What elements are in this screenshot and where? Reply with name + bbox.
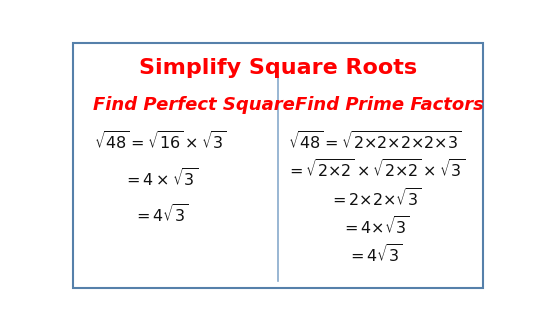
- Text: $= 4{\times}\sqrt{3}$: $= 4{\times}\sqrt{3}$: [340, 216, 409, 238]
- Text: $= 4 \times \sqrt{3}$: $= 4 \times \sqrt{3}$: [123, 168, 198, 190]
- Text: Find Prime Factors: Find Prime Factors: [295, 96, 484, 114]
- Text: Simplify Square Roots: Simplify Square Roots: [139, 58, 418, 78]
- Text: $= 2{\times}2{\times}\sqrt{3}$: $= 2{\times}2{\times}\sqrt{3}$: [329, 188, 421, 210]
- Text: $= 4\sqrt{3}$: $= 4\sqrt{3}$: [348, 244, 403, 266]
- Text: $= \sqrt{2{\times}2} \times \sqrt{2{\times}2} \times \sqrt{3}$: $= \sqrt{2{\times}2} \times \sqrt{2{\tim…: [286, 159, 465, 181]
- Text: Find Perfect Square: Find Perfect Square: [93, 96, 295, 114]
- Text: $= 4\sqrt{3}$: $= 4\sqrt{3}$: [132, 204, 188, 226]
- Text: $\sqrt{48} = \sqrt{2{\times}2{\times}2{\times}2{\times}3}$: $\sqrt{48} = \sqrt{2{\times}2{\times}2{\…: [288, 131, 462, 153]
- FancyBboxPatch shape: [73, 43, 483, 288]
- Text: $\sqrt{48} = \sqrt{16} \times \sqrt{3}$: $\sqrt{48} = \sqrt{16} \times \sqrt{3}$: [94, 131, 227, 153]
